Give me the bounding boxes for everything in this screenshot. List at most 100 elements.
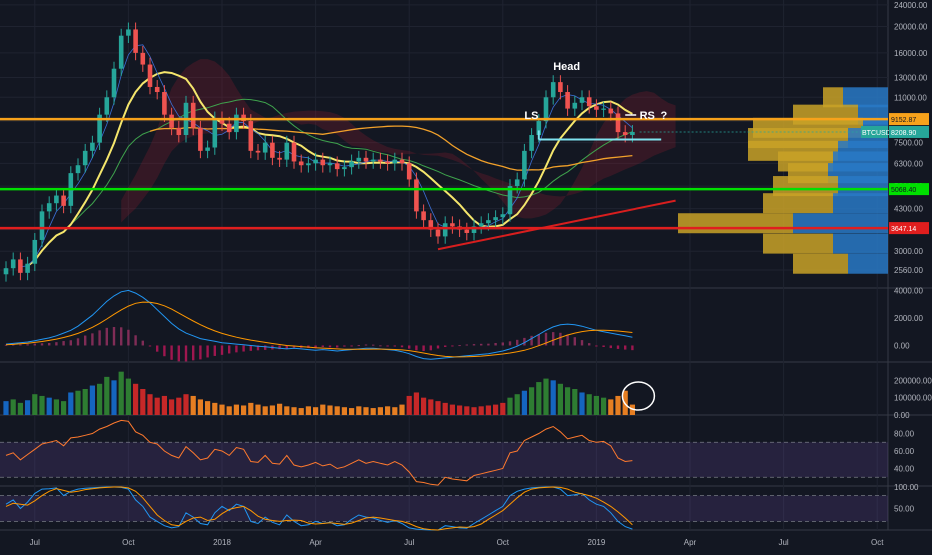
volume-profile-bar-left xyxy=(678,213,793,234)
volume-bar xyxy=(262,406,268,415)
x-tick-label: Apr xyxy=(684,538,697,547)
macd-histogram-bar xyxy=(285,345,288,349)
candle xyxy=(97,114,102,143)
volume-bar xyxy=(226,406,232,415)
candle xyxy=(493,217,498,221)
candle xyxy=(435,229,441,237)
macd-histogram-bar xyxy=(19,344,22,346)
volume-bar xyxy=(442,402,448,415)
macd-tick-label: 4000.00 xyxy=(894,286,923,295)
x-tick-label: Oct xyxy=(497,538,510,547)
macd-histogram-bar xyxy=(127,329,130,346)
macd-tick-label: 0.00 xyxy=(894,341,910,350)
volume-bar xyxy=(75,390,81,415)
candle xyxy=(277,157,282,160)
volume-bar xyxy=(118,371,124,415)
price-tick-label: 2560.00 xyxy=(894,266,923,275)
volume-bar xyxy=(392,407,398,415)
volume-bar xyxy=(500,402,506,415)
rsi-tick-label: 40.00 xyxy=(894,465,915,474)
macd-histogram-bar xyxy=(163,345,166,357)
volume-bar xyxy=(291,407,297,415)
macd-histogram-bar xyxy=(141,340,144,346)
candle xyxy=(306,163,311,166)
macd-histogram-bar xyxy=(472,344,476,346)
volume-bar xyxy=(413,392,419,415)
macd-signal-line xyxy=(5,301,633,358)
macd-histogram-bar xyxy=(98,330,101,346)
macd-histogram-bar xyxy=(364,344,368,346)
candle xyxy=(18,259,23,273)
macd-histogram-bar xyxy=(595,345,598,347)
stoch-band xyxy=(0,495,888,522)
candle xyxy=(543,97,549,122)
candle xyxy=(147,64,153,87)
candle xyxy=(219,118,225,124)
candle xyxy=(392,159,398,164)
price-tick-label: 20000.00 xyxy=(894,22,928,31)
price-tick-label: 24000.00 xyxy=(894,1,928,10)
macd-histogram-bar xyxy=(55,342,58,346)
macd-histogram-bar xyxy=(48,342,51,346)
candle xyxy=(594,106,599,110)
macd-histogram-bar xyxy=(170,345,173,360)
candle xyxy=(90,142,95,151)
volume-bar xyxy=(255,404,261,415)
macd-histogram-bar xyxy=(12,344,15,346)
macd-histogram-bar xyxy=(343,345,346,347)
volume-bar xyxy=(593,395,599,415)
volume-bar xyxy=(334,406,340,415)
volume-bar xyxy=(521,390,527,415)
volume-bar xyxy=(183,394,189,415)
volume-tick-label: 0.00 xyxy=(894,411,910,420)
macd-histogram-bar xyxy=(494,342,497,346)
macd-histogram-bar xyxy=(530,335,533,346)
macd-histogram-bar xyxy=(566,334,569,346)
macd-histogram-bar xyxy=(465,344,468,346)
volume-bar xyxy=(557,383,563,415)
candle xyxy=(601,108,606,110)
candle xyxy=(522,150,527,180)
macd-histogram-bar xyxy=(573,337,576,346)
volume-bar xyxy=(154,397,160,415)
volume-bar xyxy=(478,406,484,415)
volume-bar xyxy=(111,380,117,415)
x-tick-label: Jul xyxy=(404,538,414,547)
macd-histogram-bar xyxy=(429,345,432,351)
macd-histogram-bar xyxy=(559,332,562,346)
volume-bar xyxy=(10,399,16,415)
macd-histogram-bar xyxy=(26,344,29,346)
candle xyxy=(262,142,268,153)
rsi-tick-label: 80.00 xyxy=(894,430,915,439)
volume-bar xyxy=(493,404,499,415)
volume-highlight-circle xyxy=(621,381,656,411)
volume-bar xyxy=(327,405,333,415)
volume-bar xyxy=(61,401,67,415)
candle xyxy=(10,259,16,269)
candle xyxy=(126,29,131,36)
candle xyxy=(190,102,196,128)
rsi-line xyxy=(5,419,633,486)
macd-histogram-bar xyxy=(631,345,634,351)
candle xyxy=(464,229,470,233)
macd-histogram-bar xyxy=(501,342,504,346)
volume-bar xyxy=(125,378,131,415)
volume-bar xyxy=(385,406,391,415)
macd-histogram-bar xyxy=(458,345,461,347)
candle xyxy=(486,220,491,224)
candle xyxy=(32,239,38,264)
volume-bar xyxy=(89,385,95,415)
volume-bar xyxy=(197,399,203,415)
stoch-d-line xyxy=(5,486,633,531)
macd-histogram-bar xyxy=(386,345,389,347)
x-tick-label: Oct xyxy=(871,538,884,547)
candle xyxy=(529,135,534,151)
volume-bar xyxy=(565,387,571,415)
volume-bar xyxy=(377,407,383,415)
macd-histogram-bar xyxy=(235,345,238,353)
candle xyxy=(608,108,614,114)
annotation-question: ? xyxy=(661,110,668,122)
macd-histogram-bar xyxy=(120,327,123,346)
candle xyxy=(313,159,318,164)
